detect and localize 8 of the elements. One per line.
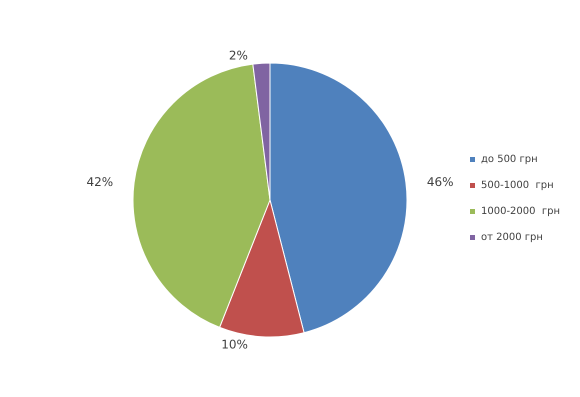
legend-label: 1000-2000 грн: [481, 206, 560, 217]
data-label: 46%: [426, 174, 454, 189]
legend-label: 500-1000 грн: [481, 180, 554, 191]
data-label: 10%: [221, 338, 248, 352]
data-label: 2%: [228, 48, 248, 62]
legend-label: до 500 грн: [481, 154, 538, 165]
legend-label: от 2000 грн: [481, 232, 543, 243]
data-label: 42%: [86, 174, 114, 189]
